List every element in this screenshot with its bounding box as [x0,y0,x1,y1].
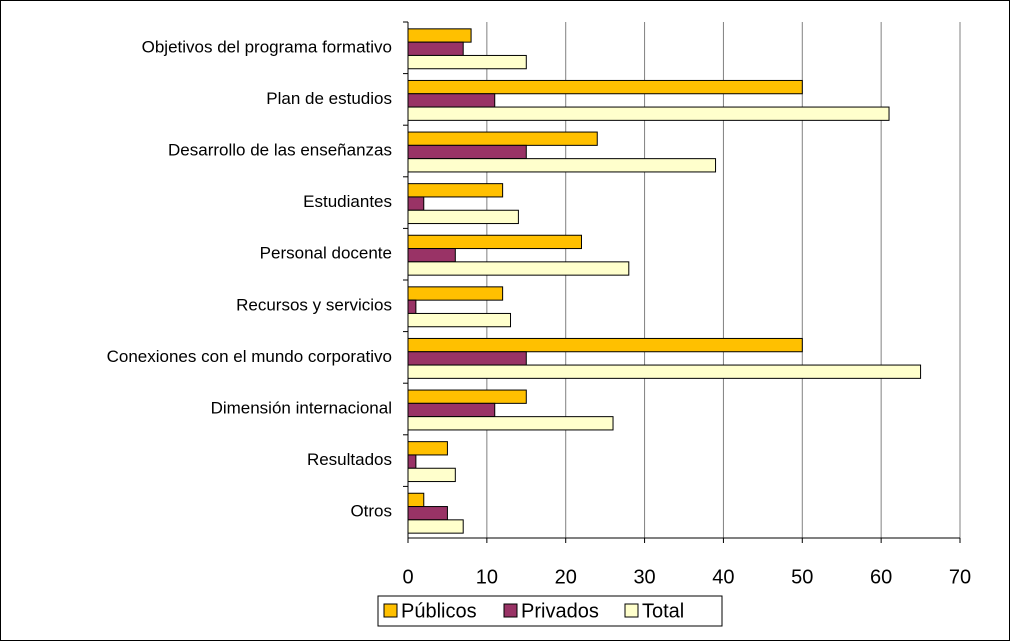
y-tick-label: Desarrollo de las enseñanzas [168,140,392,159]
bar [407,402,496,418]
x-tick-label: 0 [402,566,413,588]
bar [407,79,803,95]
legend-label: Privados [521,600,599,622]
bar [407,54,527,70]
x-tick-label: 40 [712,566,734,588]
x-tick-label: 60 [870,566,892,588]
bar [407,196,425,211]
bar [407,492,425,508]
bar [407,506,448,521]
x-tick-label: 10 [476,566,498,588]
legend-swatch [383,603,398,618]
bar [407,337,803,353]
y-tick-label: Recursos y servicios [236,295,392,314]
bar [407,131,598,146]
legend-swatch [624,603,639,618]
legend-label: Públicos [401,600,477,622]
bar [407,158,717,173]
bar [407,286,504,301]
x-tick-label: 50 [791,566,813,588]
bar [407,519,464,534]
bar [407,209,519,225]
bar [407,364,922,379]
x-tick-label: 70 [949,566,971,588]
legend-label: Total [642,600,684,622]
legend-box [377,595,723,627]
y-tick-label: Estudiantes [303,192,392,211]
bar [407,28,472,43]
y-tick-label: Personal docente [260,244,392,263]
bar [407,248,456,263]
bar [407,106,890,121]
y-tick-label: Objetivos del programa formativo [142,37,392,56]
bar [407,351,527,366]
x-tick-label: 20 [555,566,577,588]
x-tick-label: 30 [633,566,655,588]
bar [407,41,464,56]
bar [407,454,417,469]
bar [407,93,496,108]
y-tick-label: Resultados [307,450,392,469]
bar [407,416,614,431]
bar [407,183,504,198]
bar [407,441,448,456]
bar [407,144,527,160]
bar [407,467,456,483]
y-tick-label: Plan de estudios [266,89,392,108]
y-tick-label: Otros [350,502,392,521]
bar [407,261,630,276]
y-tick-label: Conexiones con el mundo corporativo [107,347,392,366]
y-tick-label: Dimensión internacional [211,398,392,417]
bar [407,234,582,250]
bar [407,389,527,404]
bar [407,312,512,328]
bar [407,299,417,314]
legend-swatch [503,603,518,618]
